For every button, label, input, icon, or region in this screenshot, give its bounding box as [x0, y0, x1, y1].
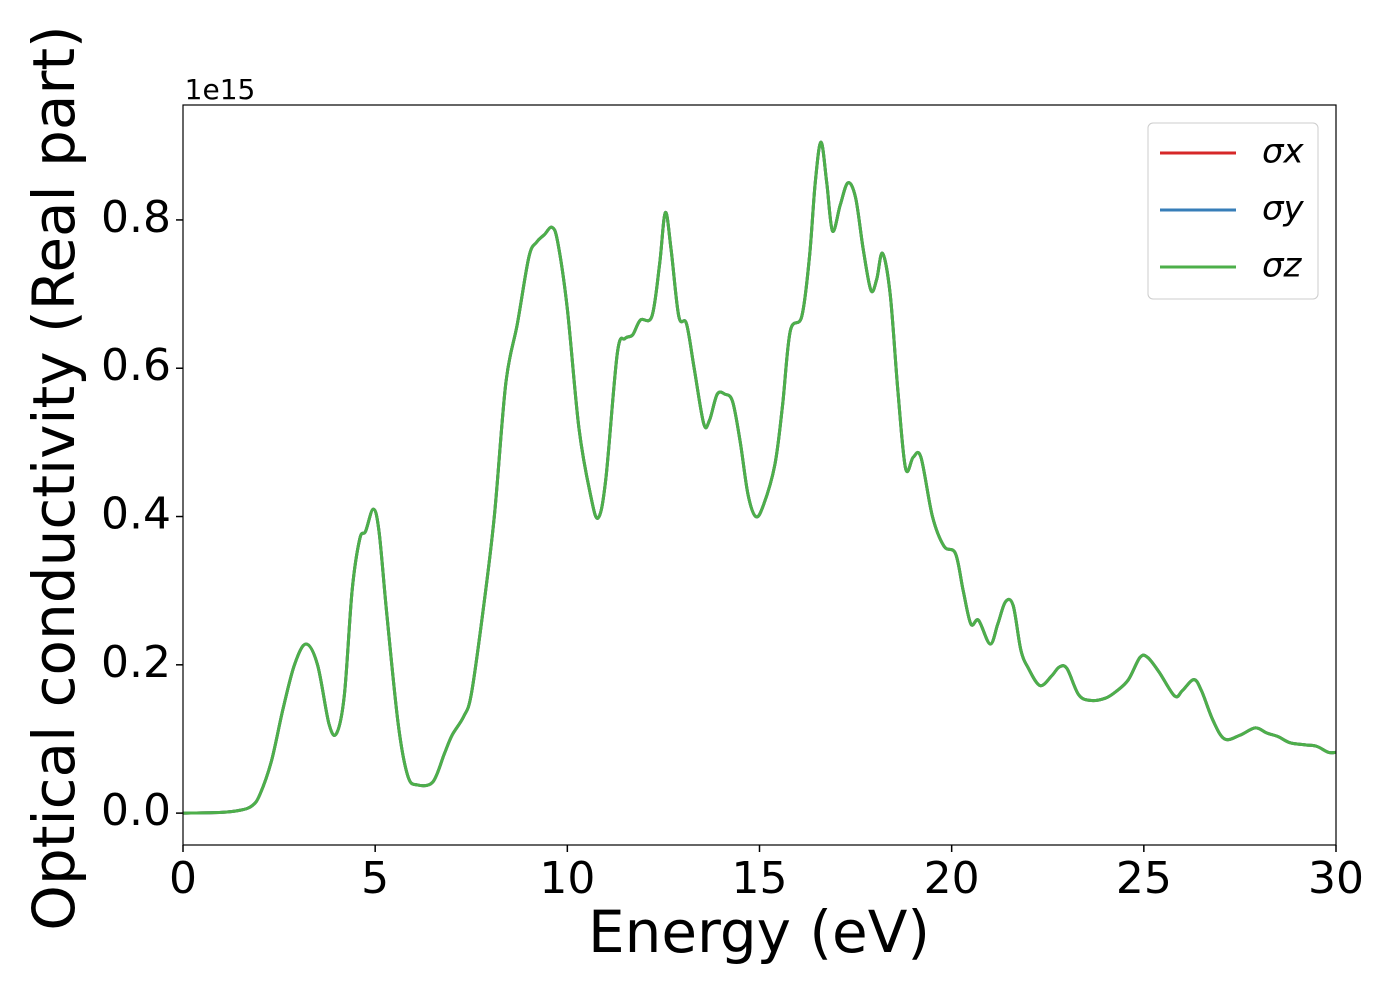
y-tick-label: 0.6	[101, 340, 171, 391]
plot-frame	[182, 104, 1337, 846]
y-tick-label: 0.4	[101, 489, 171, 540]
y-offset-label: 1e15	[185, 73, 256, 106]
y-tick-label: 0.2	[101, 637, 171, 688]
x-tick-label: 10	[539, 853, 595, 904]
x-axis-label: Energy (eV)	[588, 898, 930, 966]
legend-label: σx	[1262, 132, 1305, 172]
y-tick-label: 0.0	[101, 785, 171, 836]
x-tick-label: 15	[732, 853, 788, 904]
legend-label: σz	[1262, 246, 1303, 286]
y-axis-label: Optical conductivity (Real part)	[20, 25, 88, 930]
x-tick-label: 30	[1308, 853, 1364, 904]
y-tick-label: 0.8	[101, 192, 171, 243]
x-tick-label: 25	[1116, 853, 1172, 904]
x-tick-label: 0	[169, 853, 197, 904]
x-tick-label: 5	[361, 853, 389, 904]
data-line	[182, 140, 1337, 815]
legend-label: σy	[1262, 189, 1305, 229]
x-tick-label: 20	[924, 853, 980, 904]
